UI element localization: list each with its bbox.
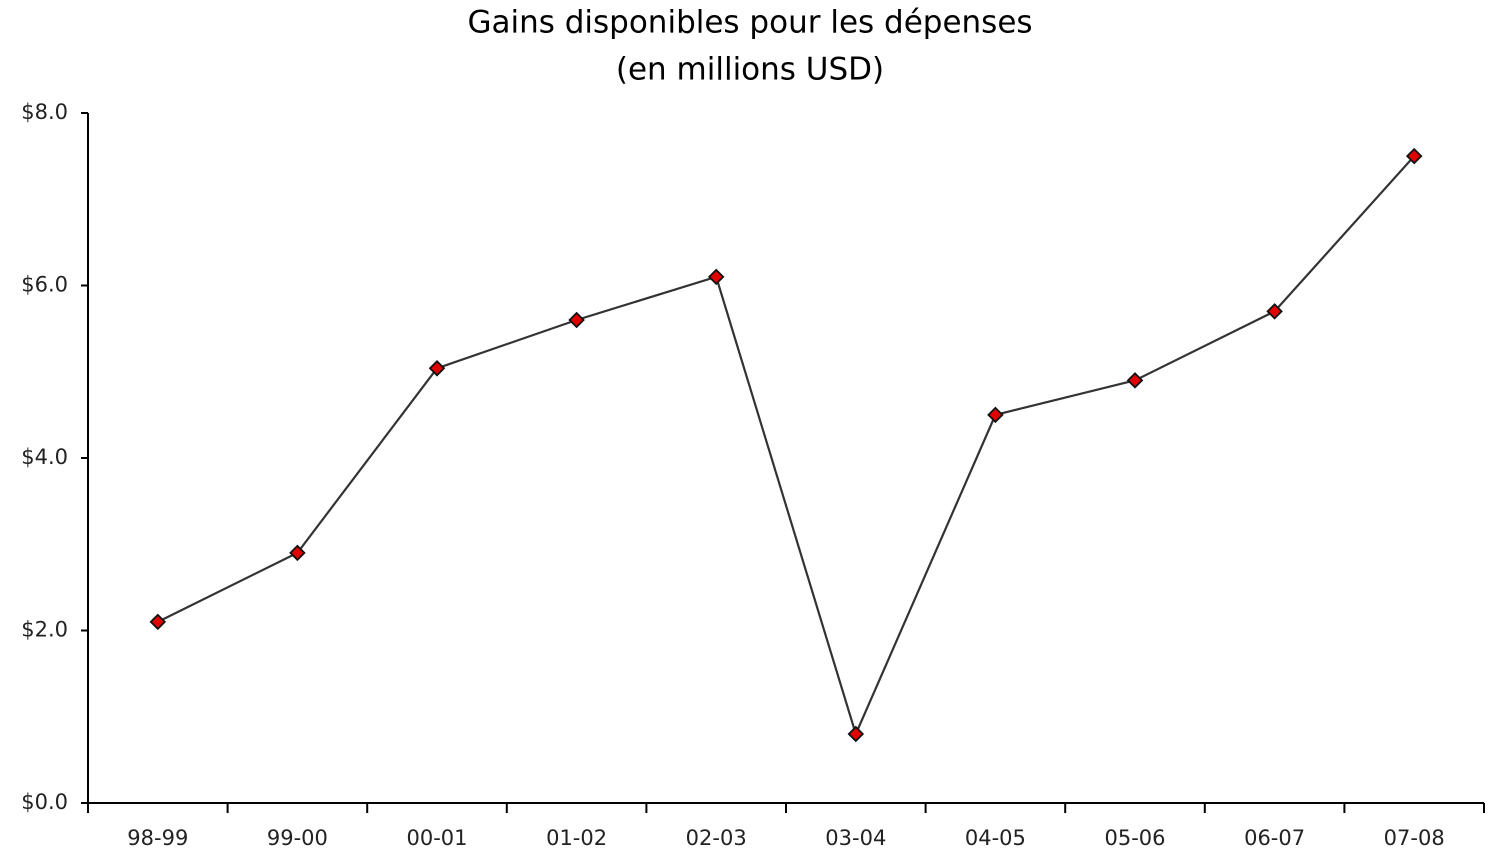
marker <box>1405 147 1423 165</box>
x-tick-label: 04-05 <box>965 826 1026 850</box>
y-tick-label: $4.0 <box>21 445 68 469</box>
marker <box>707 268 725 286</box>
x-tick-label: 07-08 <box>1384 826 1445 850</box>
marker <box>289 544 306 562</box>
y-tick-label: $2.0 <box>21 618 68 642</box>
x-tick-label: 03-04 <box>825 826 886 850</box>
marker <box>847 725 865 743</box>
x-tick-label: 05-06 <box>1104 826 1165 850</box>
marker <box>428 360 446 377</box>
x-tick-label: 98-99 <box>127 826 188 850</box>
x-tick-label: 99-00 <box>267 826 328 850</box>
series-line <box>157 155 1416 738</box>
marker <box>568 311 585 329</box>
x-tick-label: 02-03 <box>686 826 747 850</box>
chart-subtitle: (en millions USD) <box>616 52 884 88</box>
x-tick-label: 00-01 <box>406 826 467 850</box>
marker <box>1266 303 1283 320</box>
marker <box>1126 372 1144 389</box>
x-tick-label: 01-02 <box>546 826 607 850</box>
y-tick-label: $6.0 <box>21 273 68 297</box>
y-tick-label: $8.0 <box>21 100 68 124</box>
marker <box>987 406 1004 424</box>
x-tick-label: 06-07 <box>1244 826 1305 850</box>
y-tick-label: $0.0 <box>21 790 68 814</box>
chart-title: Gains disponibles pour les dépenses <box>467 5 1032 41</box>
marker <box>149 613 167 631</box>
